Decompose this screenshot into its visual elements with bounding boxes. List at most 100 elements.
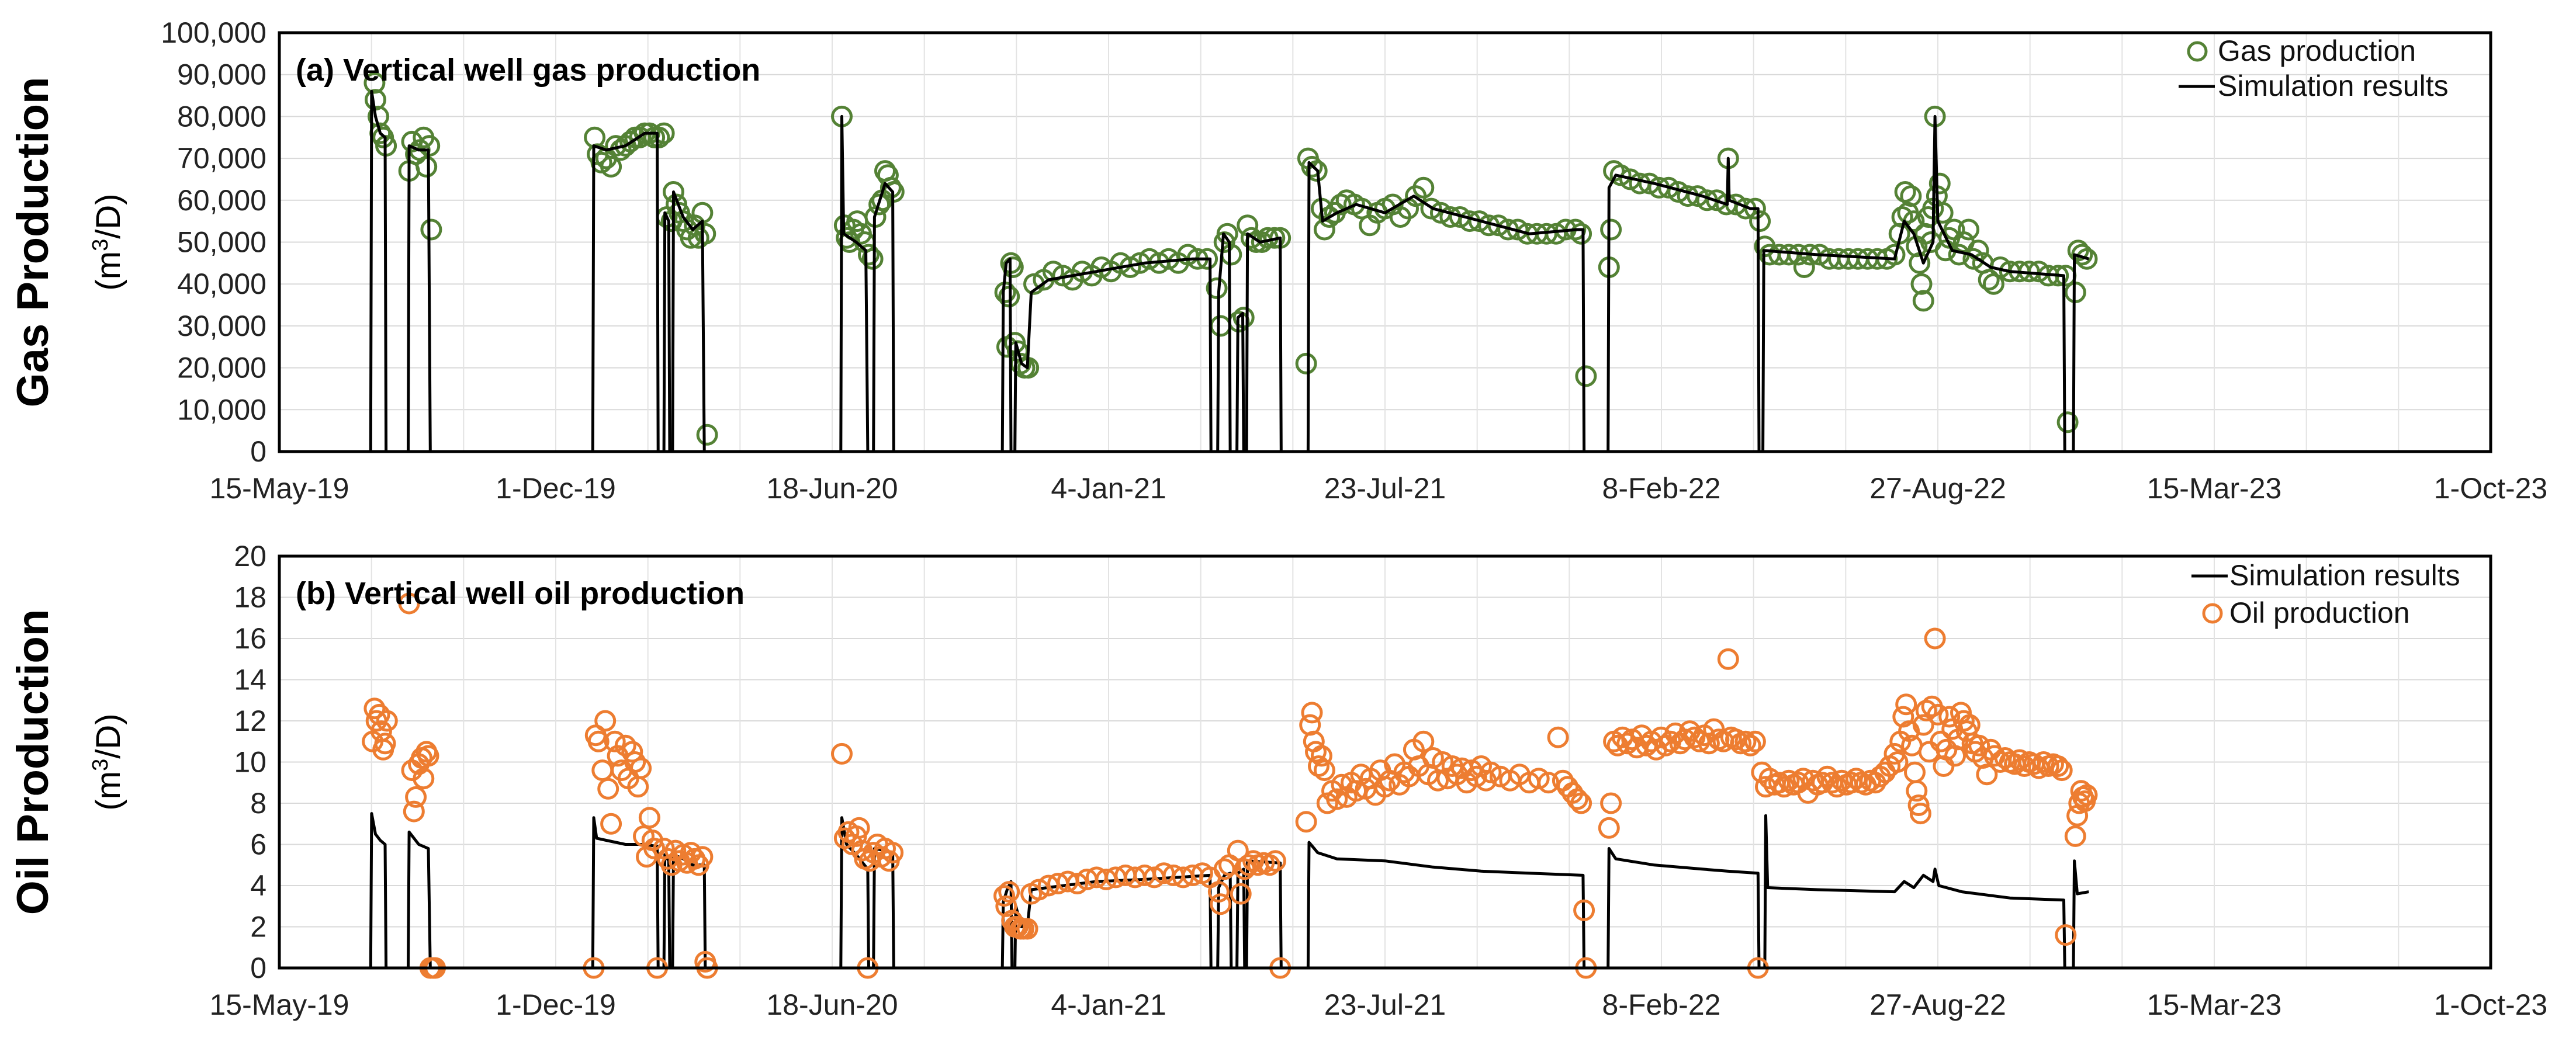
- oil-data-point: [1938, 706, 1961, 728]
- chart-title-b: (b) Vertical well oil production: [296, 576, 745, 611]
- oil-data-point: [2009, 749, 2031, 771]
- simulation-line-segment: [2072, 859, 2089, 969]
- oil-data-point: [998, 881, 1020, 903]
- gas-data-point: [1657, 176, 1680, 199]
- oil-data-point: [1067, 873, 1088, 894]
- gas-data-point: [363, 72, 386, 94]
- oil-data-point: [1213, 858, 1235, 880]
- oil-data-point: [643, 838, 666, 859]
- gas-data-point: [1883, 244, 1906, 266]
- oil-data-point: [2064, 825, 2086, 847]
- gas-data-point: [1600, 218, 1622, 241]
- gas-data-point: [1206, 277, 1228, 299]
- oil-data-point: [587, 730, 610, 752]
- gas-data-point: [1744, 197, 1766, 220]
- oil-data-point: [1210, 893, 1232, 915]
- y-tick-label: 90,000: [177, 58, 266, 91]
- oil-data-point: [1313, 759, 1335, 782]
- y-tick-label: 8: [250, 787, 266, 820]
- oil-data-point: [1909, 803, 1931, 825]
- y-axis-label-a: Gas Production (m3/D): [8, 77, 127, 408]
- oil-data-point: [1895, 693, 1917, 716]
- x-tick-label: 1-Oct-23: [2434, 988, 2548, 1021]
- gas-data-point: [1420, 197, 1442, 220]
- y-tick-label: 12: [234, 705, 266, 737]
- y-unit-suffix-a: /D): [89, 193, 127, 238]
- oil-data-point: [1422, 747, 1444, 769]
- oil-data-point: [417, 745, 439, 767]
- gas-data-point: [1216, 223, 1238, 245]
- oil-data-point: [1573, 899, 1595, 921]
- oil-data-point: [1566, 788, 1588, 810]
- y-tick-label: 6: [250, 828, 266, 861]
- oil-data-point: [1952, 710, 1975, 732]
- oil-data-point: [621, 741, 643, 763]
- oil-data-point: [1207, 881, 1230, 903]
- oil-data-point: [2047, 755, 2069, 777]
- oil-data-point: [1744, 730, 1766, 752]
- x-tick-label: 27-Aug-22: [1869, 988, 2006, 1021]
- oil-data-point: [1016, 918, 1038, 940]
- oil-data-point: [1316, 792, 1338, 814]
- y-tick-label: 10,000: [177, 393, 266, 426]
- gas-data-point: [590, 151, 612, 173]
- x-tick-label: 8-Feb-22: [1602, 472, 1721, 505]
- oil-data-point: [1915, 699, 1937, 721]
- oil-data-point: [597, 778, 619, 800]
- simulation-line-segment: [591, 131, 660, 452]
- gas-data-point: [694, 223, 716, 245]
- gas-data-point: [1412, 176, 1435, 199]
- oil-data-point: [614, 734, 636, 756]
- plot-area-frame-b: [278, 554, 2492, 970]
- gas-data-point: [648, 126, 670, 148]
- y-axis-title-b: Oil Production: [8, 609, 58, 915]
- oil-data-point: [1326, 788, 1348, 810]
- oil-data-point: [1310, 745, 1332, 767]
- oil-data-point: [398, 592, 420, 615]
- legend-sim-label-a: Simulation results: [2218, 70, 2449, 102]
- y-unit-suffix-b: /D): [89, 713, 127, 758]
- simulation-line-segment: [1245, 232, 1283, 452]
- oil-data-point: [1927, 703, 1949, 726]
- oil-data-point: [1912, 714, 1934, 736]
- oil-data-point: [591, 759, 614, 782]
- oil-data-point: [1892, 706, 1914, 728]
- gas-data-point: [2076, 248, 2098, 270]
- legend-sim-label-b: Simulation results: [2229, 559, 2460, 592]
- x-tick-label: 1-Dec-19: [496, 472, 616, 505]
- oil-data-point: [1968, 734, 1990, 756]
- y-axis-unit-a: (m3/D): [88, 193, 127, 290]
- y-unit-prefix-b: (m: [89, 771, 127, 811]
- y-tick-label: 16: [234, 622, 266, 655]
- oil-data-point: [1570, 792, 1592, 814]
- y-tick-label: 2: [250, 911, 266, 943]
- oil-data-point: [1547, 726, 1569, 748]
- chart-title-a: (a) Vertical well gas production: [296, 53, 760, 88]
- gas-data-point: [1749, 210, 1771, 232]
- x-tick-label: 1-Dec-19: [496, 988, 616, 1021]
- y-axis-title-a: Gas Production: [8, 77, 58, 408]
- legend-b: Simulation results Oil production: [2191, 559, 2460, 629]
- oil-data-point: [1308, 755, 1329, 777]
- legend-oil-label: Oil production: [2229, 596, 2410, 629]
- gas-data-point: [1318, 206, 1341, 228]
- gas-data-point: [1900, 185, 1922, 207]
- y-tick-label: 10: [234, 746, 266, 779]
- oil-data-point: [1598, 817, 1620, 839]
- oil-data-point: [2033, 751, 2055, 773]
- y-tick-label: 14: [234, 664, 266, 696]
- oil-data-point: [1976, 764, 1998, 786]
- simulation-line-segment: [1235, 311, 1245, 452]
- oil-data-point: [1237, 854, 1259, 876]
- x-tick-label: 4-Jan-21: [1051, 472, 1166, 505]
- simulation-line-segment: [407, 830, 432, 969]
- gas-data-point: [1240, 227, 1262, 249]
- x-tick-label: 15-May-19: [210, 988, 349, 1021]
- x-tick-label: 8-Feb-22: [1602, 988, 1721, 1021]
- gas-data-point: [1306, 160, 1328, 182]
- gas-data-point: [416, 155, 438, 178]
- gas-data-point: [1793, 256, 1815, 278]
- gas-data-point: [1778, 244, 1800, 266]
- simulation-line-segment: [1013, 257, 1213, 452]
